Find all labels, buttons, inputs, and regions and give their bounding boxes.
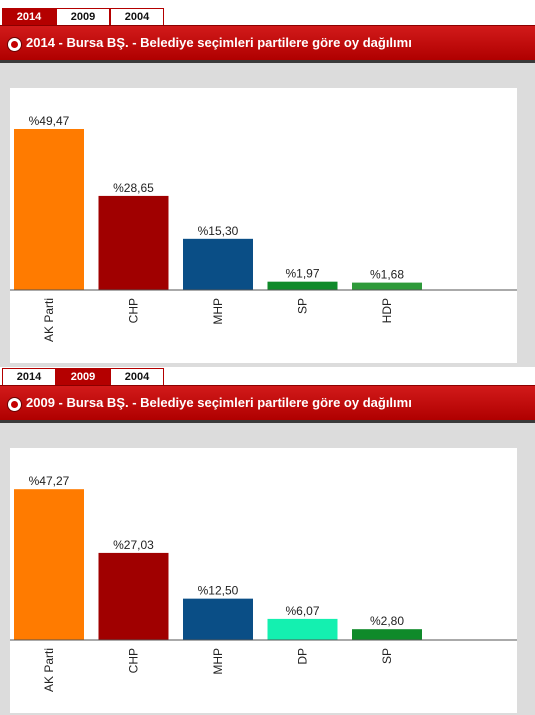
- tab-2014[interactable]: 2014: [2, 368, 56, 385]
- data-label: %49,47: [29, 114, 70, 128]
- chart-area: %49,47 AK Parti %28,65 CHP %15,30 MHP %1,97 SP%…: [0, 63, 535, 367]
- bar-mhp: [183, 598, 253, 640]
- record-icon: [7, 397, 22, 412]
- data-label: %1,68: [370, 268, 404, 282]
- chart-title: 2009 - Bursa BŞ. - Belediye seçimleri pa…: [26, 395, 412, 410]
- bar-hdp: [352, 282, 422, 290]
- x-tick-label: AK Parti: [42, 648, 56, 692]
- bar-mhp: [183, 238, 253, 290]
- data-label: %1,97: [285, 267, 319, 281]
- data-label: %28,65: [113, 181, 154, 195]
- election-panel-2014: 2014 2009 2004 2014 - Bursa BŞ. - Beledi…: [0, 8, 535, 367]
- bar-dp: [267, 618, 338, 640]
- data-label: %6,07: [285, 604, 319, 618]
- tab-2009[interactable]: 2009: [56, 8, 110, 25]
- bar-chart: %47,27 AK Parti %27,03 CHP %12,50 MHP %6,07 DP%…: [10, 448, 517, 713]
- bar-ak-parti: [14, 489, 84, 640]
- bar-sp: [267, 281, 338, 290]
- x-tick-label: AK Parti: [42, 298, 56, 342]
- chart-area: %47,27 AK Parti %27,03 CHP %12,50 MHP %6,07 DP%…: [0, 423, 535, 715]
- x-tick-label: MHP: [211, 298, 225, 325]
- x-tick-label: HDP: [380, 298, 394, 323]
- chart-title-bar: 2009 - Bursa BŞ. - Belediye seçimleri pa…: [0, 385, 535, 423]
- election-panel-2009: 2014 2009 2004 2009 - Bursa BŞ. - Beledi…: [0, 368, 535, 715]
- bar-ak-parti: [14, 128, 84, 290]
- year-tabs: 2014 2009 2004: [0, 368, 535, 386]
- bar-chp: [98, 552, 169, 640]
- tab-2009[interactable]: 2009: [56, 368, 110, 385]
- tab-2014[interactable]: 2014: [2, 8, 56, 25]
- data-label: %2,80: [370, 614, 404, 628]
- chart-title: 2014 - Bursa BŞ. - Belediye seçimleri pa…: [26, 35, 412, 50]
- chart-title-bar: 2014 - Bursa BŞ. - Belediye seçimleri pa…: [0, 25, 535, 63]
- bar-chp: [98, 195, 169, 290]
- plot-background: [10, 88, 517, 363]
- bar-chart: %49,47 AK Parti %28,65 CHP %15,30 MHP %1,97 SP%…: [10, 88, 517, 363]
- data-label: %15,30: [198, 224, 239, 238]
- x-tick-label: MHP: [211, 648, 225, 675]
- bar-sp: [352, 629, 422, 640]
- x-tick-label: DP: [296, 648, 310, 665]
- x-tick-label: SP: [380, 648, 394, 664]
- data-label: %47,27: [29, 474, 70, 488]
- data-label: %12,50: [198, 584, 239, 598]
- x-tick-label: SP: [296, 298, 310, 314]
- plot-background: [10, 448, 517, 713]
- record-icon: [7, 37, 22, 52]
- year-tabs: 2014 2009 2004: [0, 8, 535, 26]
- x-tick-label: CHP: [127, 648, 141, 673]
- data-label: %27,03: [113, 538, 154, 552]
- tab-2004[interactable]: 2004: [110, 8, 164, 25]
- tab-2004[interactable]: 2004: [110, 368, 164, 385]
- x-tick-label: CHP: [127, 298, 141, 323]
